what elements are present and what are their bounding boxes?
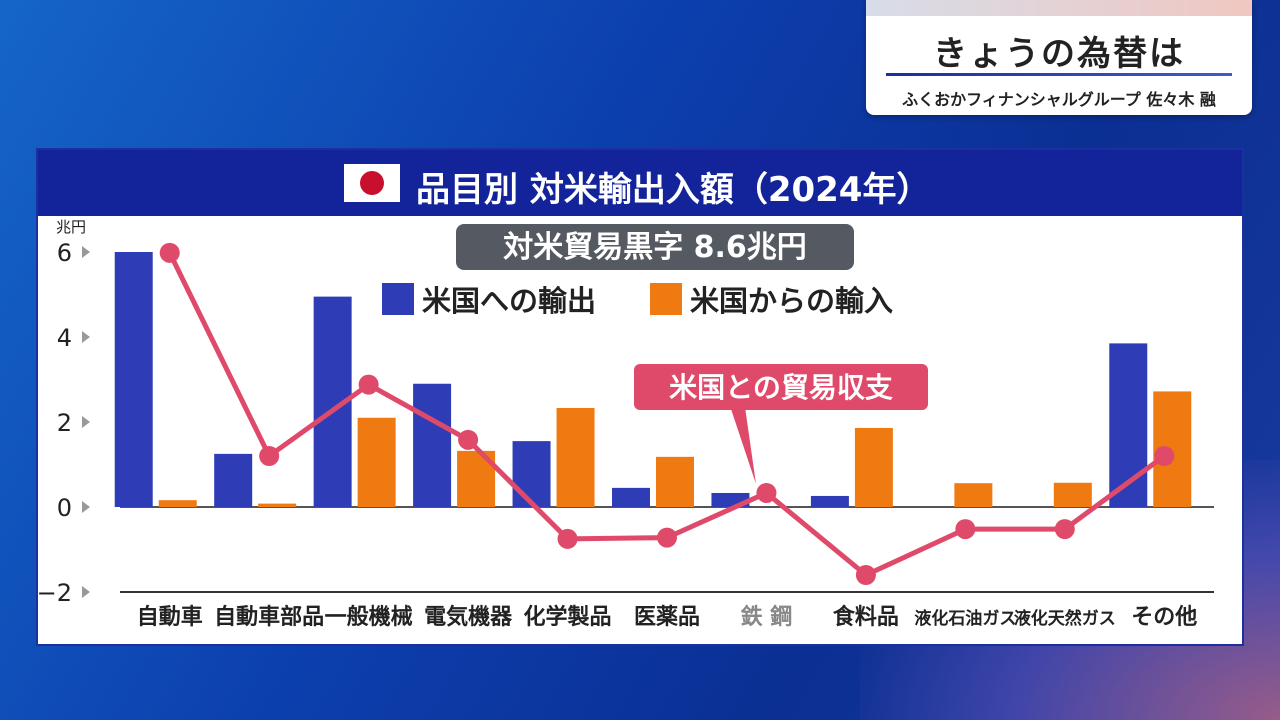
y-tick-label: 2 (57, 409, 72, 437)
legend-import-swatch (650, 283, 682, 315)
x-tick-label: その他 (1131, 605, 1197, 630)
balance-callout-box (634, 364, 928, 410)
caption-rule (886, 73, 1232, 76)
x-tick-label: 自動車 (137, 604, 203, 630)
x-tick-label: 自動車部品 (214, 604, 324, 630)
legend-import-label: 米国からの輸入 (690, 284, 893, 318)
y-tick-label: 4 (57, 324, 72, 352)
balance-point (855, 565, 876, 585)
y-tick-label: 6 (57, 239, 72, 267)
x-tick-label: 化学製品 (524, 604, 612, 630)
balance-callout: 米国との貿易収支 (634, 364, 928, 484)
x-tick-label: 医薬品 (634, 605, 700, 630)
x-axis-labels: 自動車 自動車部品 一般機械 電気機器 化学製品 医薬品 鉄 鋼 食料品 液化石油ガス液化天然ガ… (137, 604, 1198, 630)
balance-callout-pointer (728, 400, 756, 484)
export-bar (413, 383, 452, 507)
import-bar (357, 417, 396, 507)
balance-point (955, 519, 976, 540)
y-tick-label: 0 (57, 494, 72, 522)
import-bar (158, 500, 197, 507)
surplus-annotation: 対米貿易黒字 8.6兆円 (456, 224, 854, 270)
chart-header: 品目別 対米輸出入額（2024年） (38, 150, 1242, 216)
balance-line (159, 242, 1175, 585)
caption-strip (866, 0, 1252, 16)
balance-callout-text: 米国との貿易収支 (669, 371, 893, 404)
gridlines (120, 506, 1214, 593)
caption-subtitle: ふくおかフィナンシャルグループ 佐々木 融 (902, 90, 1216, 109)
y-tick-marker (82, 586, 90, 598)
y-tick-marker (82, 501, 90, 513)
y-tick-marker (82, 331, 90, 343)
balance-point (458, 429, 479, 450)
caption-title: きょうの為替は (933, 34, 1185, 74)
program-caption: きょうの為替は ふくおかフィナンシャルグループ 佐々木 融 (866, 0, 1252, 115)
x-tick-label: 鉄 鋼 (741, 604, 793, 630)
import-bar (954, 483, 993, 507)
legend-export-swatch (382, 283, 414, 315)
surplus-annotation-text: 対米貿易黒字 8.6兆円 (503, 230, 807, 265)
y-axis-ticks: 6 4 2 0 −2 (38, 239, 90, 607)
legend-export-label: 米国への輸出 (422, 284, 596, 318)
flag-sun (360, 171, 384, 195)
balance-point (557, 528, 578, 549)
export-bar (810, 495, 849, 507)
y-axis-unit: 兆円 (56, 218, 86, 236)
import-bar (1053, 482, 1092, 507)
export-bar (512, 441, 551, 507)
legend: 米国への輸出 米国からの輸入 (382, 283, 893, 318)
import-bar (556, 407, 595, 507)
japan-flag-icon (344, 164, 400, 202)
import-bar (854, 427, 893, 507)
x-tick-label: 一般機械 (325, 604, 413, 630)
export-bar (612, 487, 650, 507)
balance-point (259, 446, 280, 466)
balance-point (657, 527, 677, 548)
balance-point (1154, 446, 1175, 466)
chart-area: 兆円 6420−2 自動車 自動車部品 一般機械 電気機器 化学製品 医薬品鉄 鋼食料品液… (38, 218, 1214, 630)
export-bar (114, 252, 153, 507)
y-tick-marker (82, 246, 90, 258)
x-tick-label: 食料品 (833, 604, 899, 630)
y-tick-marker (82, 416, 90, 428)
chart-title: 品目別 対米輸出入額（2024年） (416, 170, 931, 210)
balance-point (1054, 519, 1075, 540)
x-tick-label: 液化天然ガス (1014, 608, 1116, 629)
y-tick-label: −2 (38, 579, 72, 607)
import-bar (258, 503, 297, 507)
x-tick-label: 液化石油ガス (914, 608, 1016, 629)
import-bar (656, 456, 694, 507)
surplus-annotation-box (456, 224, 854, 270)
x-tick-label: 電気機器 (424, 604, 513, 630)
balance-point (756, 482, 777, 503)
export-bar (214, 453, 253, 507)
balance-point (159, 242, 180, 263)
balance-point (358, 374, 379, 395)
chart-panel: 品目別 対米輸出入額（2024年） 兆円 6 4 2 0 −2 自動車 自動車部品 一般機械… (36, 148, 1244, 646)
